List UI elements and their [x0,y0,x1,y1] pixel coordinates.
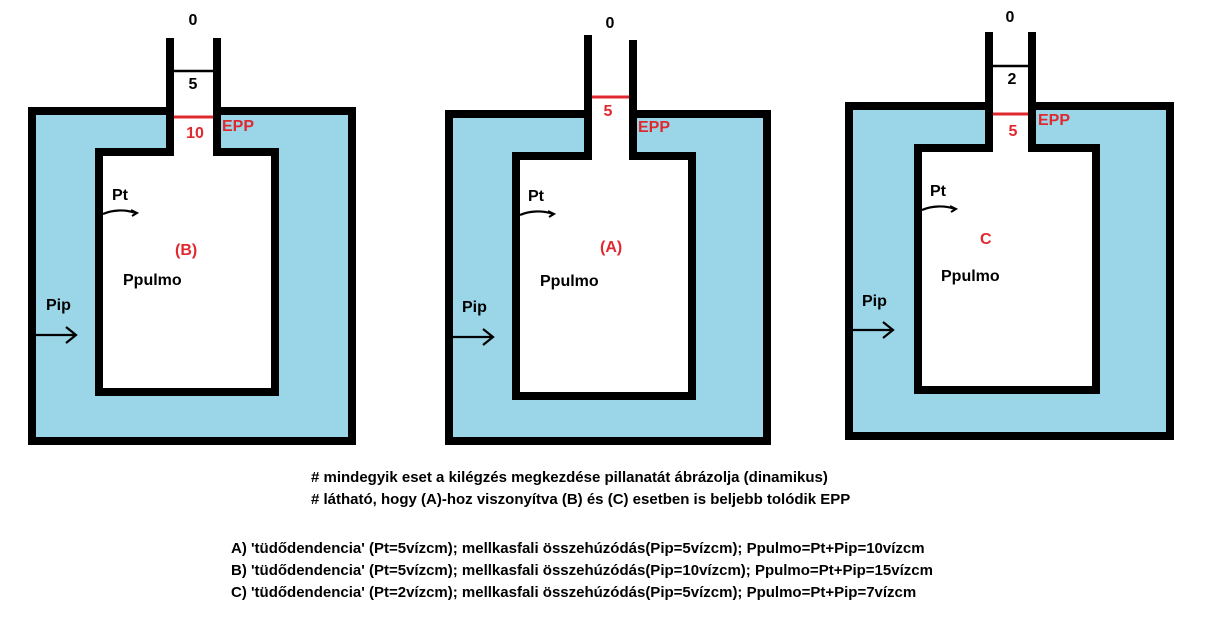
pip-arrow [452,328,495,346]
upper-value: 2 [1008,71,1017,88]
note-line-1: # mindegyik eset a kilégzés megkezdése p… [311,469,828,486]
epp-label: EPP [222,118,254,135]
epp-value: 10 [186,125,204,142]
case-label: (B) [175,242,197,259]
pip-label: Pip [862,293,887,310]
pt-label: Pt [930,183,947,200]
pt-label: Pt [112,187,129,204]
epp-label: EPP [1038,112,1070,129]
pip-label: Pip [46,297,71,314]
upper-value: 5 [189,76,198,93]
top-value: 0 [189,12,198,29]
pt-arrow-head [547,210,557,218]
case-c-description: C) 'tüdődendencia' (Pt=2vízcm); mellkasf… [231,584,917,601]
epp-label: EPP [638,119,670,136]
pt-arrow-head [949,205,959,213]
diagram-c: 0 2 5 EPP Pt C Ppulmo Pip [845,9,1174,440]
epp-value: 5 [1009,123,1018,140]
pt-arrow-head [130,209,140,217]
top-value: 0 [606,15,615,32]
diagram-a: 0 5 EPP Pt (A) Ppulmo Pip [445,15,771,445]
case-b-description: B) 'tüdődendencia' (Pt=5vízcm); mellkasf… [231,562,933,579]
case-label: (A) [600,239,622,256]
pip-label: Pip [462,299,487,316]
case-label: C [980,231,992,248]
epp-value: 5 [604,103,613,120]
diagram-b: 0 5 10 EPP Pt (B) Ppulmo Pip [28,12,356,445]
case-a-description: A) 'tüdődendencia' (Pt=5vízcm); mellkasf… [231,540,925,557]
pt-label: Pt [528,188,545,205]
lung-label: Ppulmo [123,272,182,289]
top-value: 0 [1006,9,1015,26]
lung-label: Ppulmo [540,273,599,290]
lung-label: Ppulmo [941,268,1000,285]
pip-arrow [852,321,895,339]
note-line-2: # látható, hogy (A)-hoz viszonyítva (B) … [311,491,851,508]
pip-arrow [36,326,78,344]
